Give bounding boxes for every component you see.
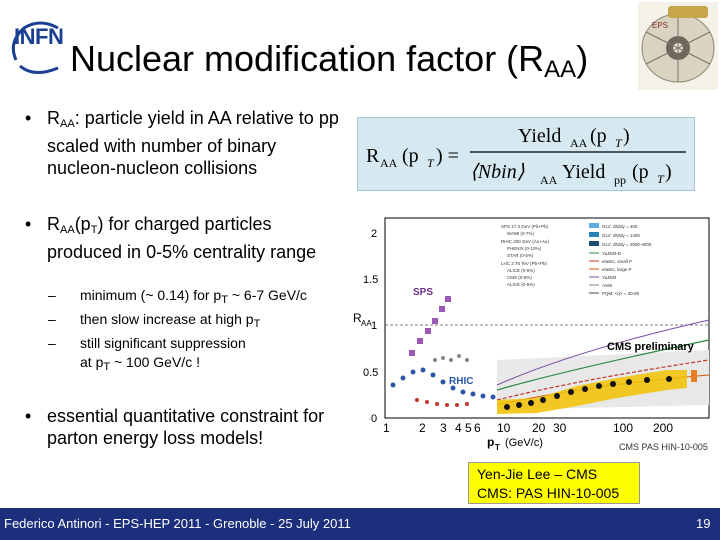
label-sps: SPS [413, 287, 433, 298]
svg-text:PQM: <q> = 30-80: PQM: <q> = 30-80 [602, 291, 640, 296]
plot-caption: CMS PAS HIN-10-005 [619, 442, 708, 452]
plot-ylabel-sub: AA [361, 319, 372, 328]
svg-text:PHENIX (0-10%): PHENIX (0-10%) [507, 246, 542, 251]
raa-formula-box: R AA (p T ) = Yield AA (p T ) ⟨Nbin⟩ AA … [357, 117, 695, 191]
grey-points [433, 354, 469, 362]
conference-logo: EPS [638, 2, 718, 90]
page-number: 19 [696, 516, 711, 531]
bullet-constraint: • essential quantitative constraint for p… [25, 406, 325, 448]
svg-text:STAR (0-5%): STAR (0-5%) [507, 253, 534, 258]
formula-arg-sub: T [427, 156, 435, 170]
plot-xlabel-sub: T [495, 443, 500, 452]
plot-xlabel: p [487, 435, 494, 449]
formula-num: Yield [518, 125, 561, 147]
svg-text:elastic, large P: elastic, large P [602, 267, 632, 272]
infn-logo [11, 21, 59, 74]
formula-den-close: ) [665, 161, 672, 183]
legend-right: GLV: dN/dy = 400 GLV: dN/dy = 1400 GLV: … [589, 223, 652, 296]
svg-text:100: 100 [613, 421, 633, 435]
sub-bullet-suppression: – still significant suppression at pT ~ 10… [48, 335, 246, 373]
svg-text:GLV: dN/dy = 2500-4000: GLV: dN/dy = 2500-4000 [602, 242, 652, 247]
formula-lhs: R [366, 145, 380, 167]
x-tick-labels: 1 2 3 4 5 6 10 20 30 100 200 [383, 421, 673, 435]
formula-arg-close: ) = [436, 145, 459, 167]
bullet-dot-icon: • [25, 214, 32, 234]
logo-text: INFN [14, 24, 64, 49]
svg-text:YaJEM-D: YaJEM-D [602, 251, 622, 256]
ytick-1: 0.5 [363, 367, 378, 379]
formula-den-a: ⟨Nbin⟩ [470, 161, 525, 183]
bullet-dot-icon: • [25, 108, 32, 128]
sub-bullet-increase: – then slow increase at high pT [48, 311, 261, 330]
footer-text: Federico Antinori - EPS-HEP 2011 - Greno… [4, 516, 351, 531]
svg-text:ASW: ASW [602, 283, 613, 288]
alice-points [415, 398, 469, 407]
cms-points [504, 376, 672, 410]
svg-text:30: 30 [553, 421, 567, 435]
cms-arrow-marker [691, 370, 697, 382]
ytick-4: 2 [371, 228, 377, 240]
sub-bullet-minimum: – minimum (~ 0.14) for pT ~ 6-7 GeV/c [48, 287, 307, 306]
svg-text:EPS: EPS [652, 21, 668, 30]
theory-curve-purple [496, 319, 710, 386]
svg-text:ALICE (0-5%): ALICE (0-5%) [507, 282, 535, 287]
label-rhic: RHIC [449, 376, 473, 387]
bullet-raa-charged: • RAA(pT) for charged particles produced … [25, 214, 317, 262]
svg-text:2: 2 [419, 421, 426, 435]
svg-text:200: 200 [653, 421, 673, 435]
ytick-2: 1 [371, 320, 377, 332]
footer-bar [0, 508, 720, 540]
svg-text:10: 10 [497, 421, 511, 435]
svg-text:ALICE (0-5%): ALICE (0-5%) [507, 268, 535, 273]
formula-num-arg: (p [590, 125, 607, 147]
svg-text:LHC 2.76 TeV (Pb+Pb): LHC 2.76 TeV (Pb+Pb) [501, 261, 547, 266]
svg-text:20: 20 [532, 421, 546, 435]
legend-left: SPS 17.3 GeV (Pb+Pb) WA98 (0-7%) RHIC 20… [501, 224, 549, 287]
rhic-points [390, 367, 496, 400]
bullet-raa-definition: • RAA: particle yield in AA relative to p… [25, 108, 339, 178]
label-cms-preliminary: CMS preliminary [607, 341, 695, 353]
theory-curve-green [496, 339, 710, 391]
svg-text:GLV: dN/dy = 1400: GLV: dN/dy = 1400 [602, 233, 640, 238]
plot-xlabel-unit: (GeV/c) [505, 437, 543, 449]
formula-lhs-sub: AA [380, 156, 398, 170]
formula-den-arg: (p [632, 161, 649, 183]
credit-line-1: Yen-Jie Lee – CMS [477, 466, 598, 482]
svg-text:CMS (0-5%): CMS (0-5%) [507, 275, 532, 280]
sub-bullet-list: – minimum (~ 0.14) for pT ~ 6-7 GeV/c – th… [48, 286, 307, 377]
svg-text:GLV: dN/dy = 400: GLV: dN/dy = 400 [602, 224, 638, 229]
slide-title: Nuclear modification factor (RAA) [70, 38, 589, 83]
credit-box: Yen-Jie Lee – CMS CMS: PAS HIN-10-005 [468, 462, 640, 504]
formula-arg: (p [402, 145, 419, 167]
svg-text:elastic, small P: elastic, small P [602, 259, 632, 264]
svg-text:YaJEM: YaJEM [602, 275, 616, 280]
formula-den-arg-sub: T [657, 172, 665, 186]
svg-text:1: 1 [383, 421, 390, 435]
theory-curve-red [496, 359, 710, 401]
svg-text:3: 3 [440, 421, 447, 435]
svg-text:5: 5 [465, 421, 472, 435]
ytick-0: 0 [371, 413, 377, 425]
formula-den-b-sub: pp [614, 173, 626, 187]
plot-ylabel: R [353, 311, 362, 325]
credit-line-2: CMS: PAS HIN-10-005 [477, 485, 620, 501]
svg-text:RHIC 200 GeV (Au+Au): RHIC 200 GeV (Au+Au) [501, 239, 549, 244]
svg-text:4: 4 [455, 421, 462, 435]
raa-plot: R AA 0 0.5 1 1.5 2 SPS RHIC [347, 210, 715, 455]
bullet-dot-icon: • [25, 406, 32, 426]
ytick-3: 1.5 [363, 274, 378, 286]
svg-text:WA98 (0-7%): WA98 (0-7%) [507, 231, 534, 236]
formula-num-sub: AA [570, 136, 588, 150]
svg-text:SPS 17.3 GeV (Pb+Pb): SPS 17.3 GeV (Pb+Pb) [501, 224, 549, 229]
formula-den-a-sub: AA [540, 173, 558, 187]
formula-den-b: Yield [562, 161, 605, 183]
sps-points [409, 296, 451, 356]
svg-text:6: 6 [474, 421, 481, 435]
formula-num-close: ) [623, 125, 630, 147]
formula-num-arg-sub: T [615, 136, 623, 150]
cms-systematic-band [497, 370, 687, 414]
